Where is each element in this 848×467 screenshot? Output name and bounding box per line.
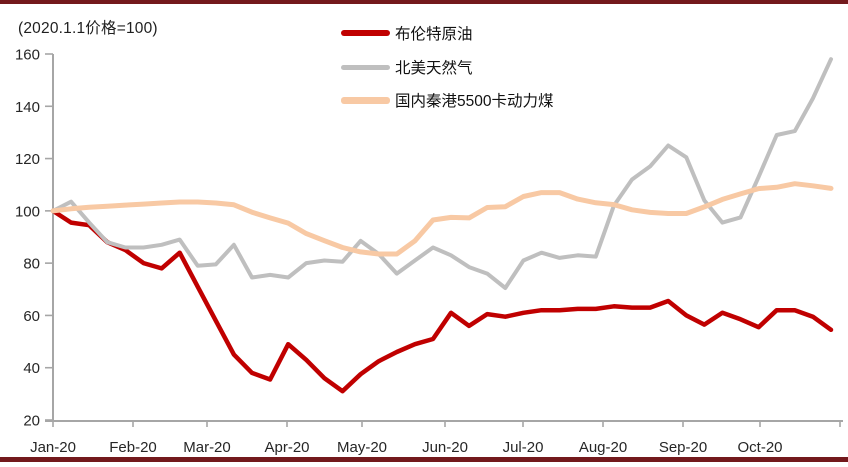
x-tick-label: Jun-20 <box>422 439 468 456</box>
x-tick-label: Oct-20 <box>737 439 782 456</box>
y-tick-label: 100 <box>15 203 40 220</box>
y-tick-label: 120 <box>15 151 40 168</box>
y-tick-label: 140 <box>15 99 40 116</box>
legend-item-coal: 国内秦港5500卡动力煤 <box>341 91 554 110</box>
series-line-1 <box>51 57 833 290</box>
x-tick-label: May-20 <box>337 439 387 456</box>
series-line-0 <box>50 208 834 394</box>
chart-note: (2020.1.1价格=100) <box>18 20 158 37</box>
y-tick-label: 80 <box>23 256 40 273</box>
top-border-rule <box>0 0 848 4</box>
y-tick-label: 160 <box>15 46 40 63</box>
x-tick-label: Jul-20 <box>503 439 544 456</box>
y-tick-label: 20 <box>23 413 40 430</box>
y-tick-label: 60 <box>23 308 40 325</box>
legend-label-brent: 布伦特原油 <box>395 26 473 43</box>
x-tick-label: Feb-20 <box>109 439 157 456</box>
bottom-border-rule <box>0 457 848 462</box>
legend-item-brent: 布伦特原油 <box>341 24 473 43</box>
legend-label-coal: 国内秦港5500卡动力煤 <box>395 93 554 110</box>
x-tick-label: Apr-20 <box>264 439 309 456</box>
y-tick-label: 40 <box>23 360 40 377</box>
legend-item-natgas: 北美天然气 <box>341 58 473 77</box>
legend-swatch-brent <box>341 30 390 36</box>
x-tick-label: Mar-20 <box>183 439 231 456</box>
legend-label-natgas: 北美天然气 <box>395 60 473 77</box>
x-tick-label: Aug-20 <box>579 439 627 456</box>
legend-swatch-coal <box>341 96 390 104</box>
series-line-2 <box>50 181 834 257</box>
x-tick-label: Sep-20 <box>659 439 707 456</box>
legend-swatch-natgas <box>341 64 390 70</box>
x-tick-label: Jan-20 <box>30 439 76 456</box>
